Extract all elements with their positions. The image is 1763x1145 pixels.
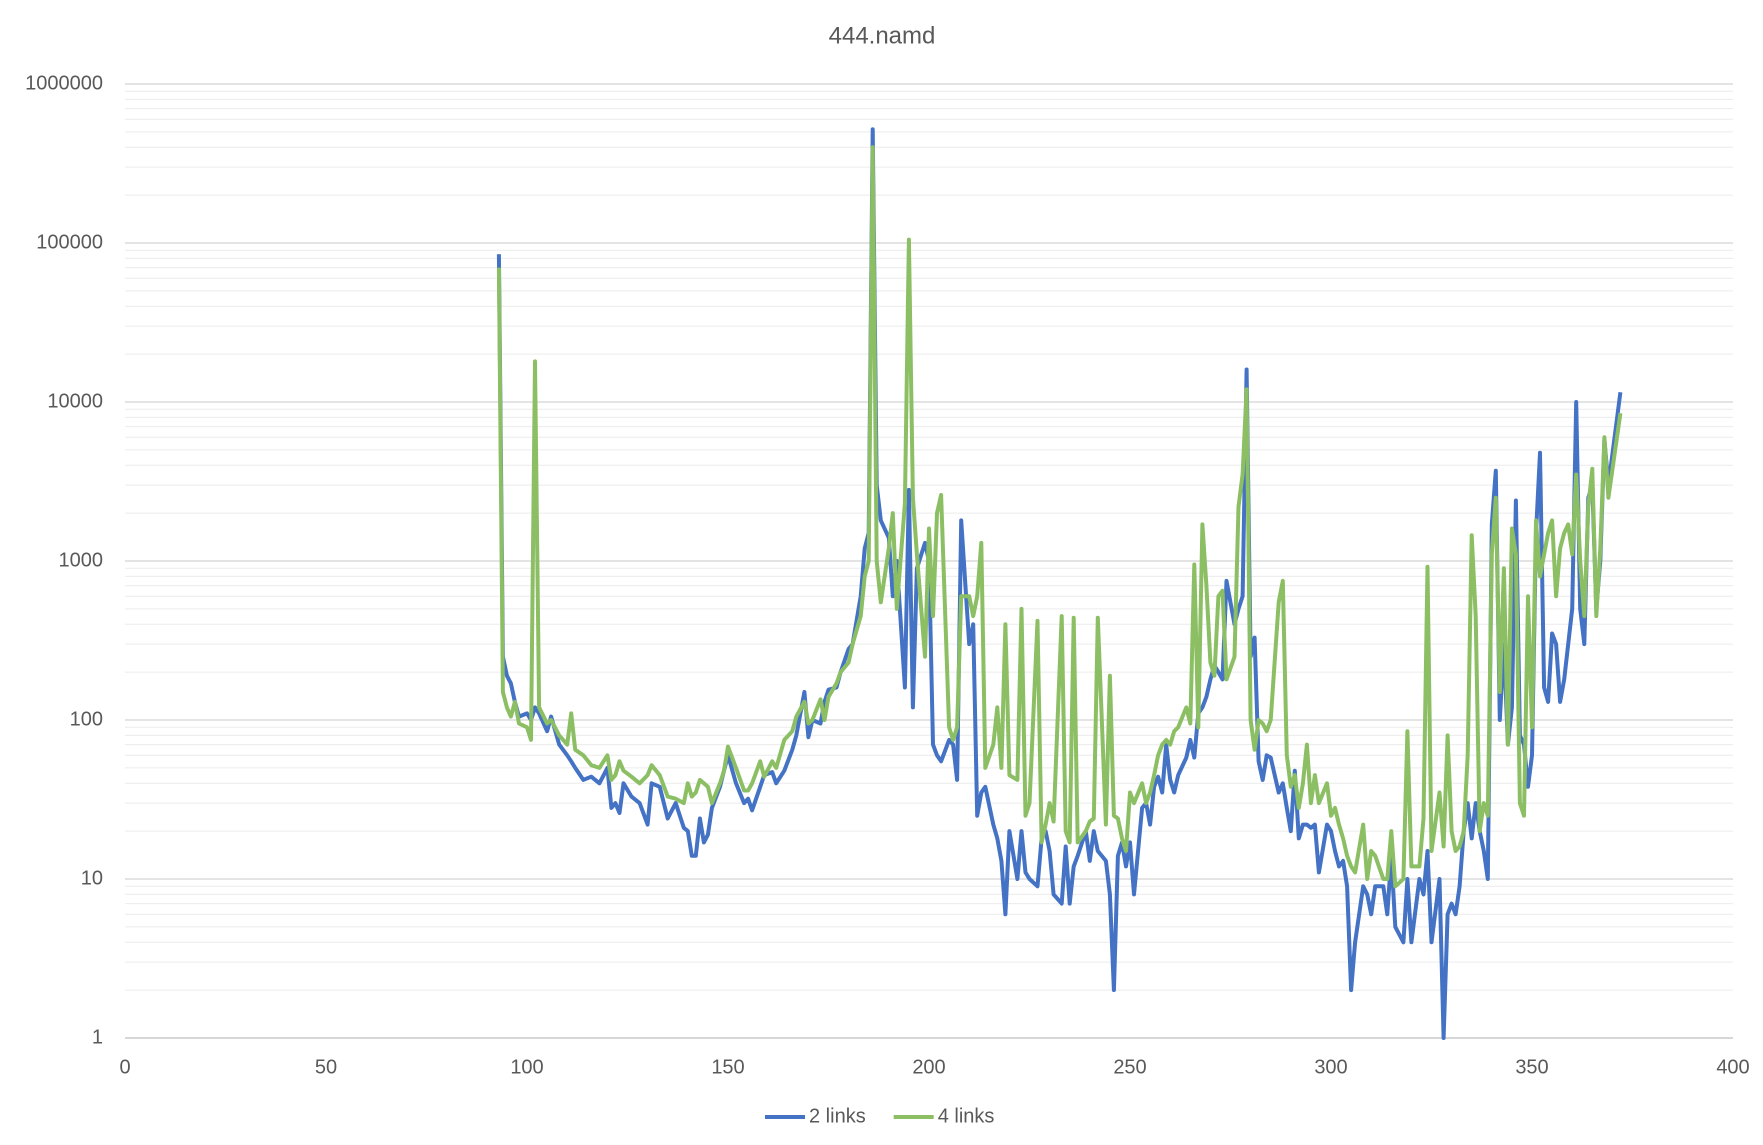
legend-label: 2 links [809, 1105, 866, 1127]
x-tick-label: 150 [711, 1056, 744, 1078]
x-tick-label: 200 [912, 1056, 945, 1078]
series-line [496, 145, 1623, 889]
y-tick-label: 10 [81, 867, 103, 889]
x-tick-label: 400 [1716, 1056, 1749, 1078]
x-tick-label: 250 [1113, 1056, 1146, 1078]
legend-label: 4 links [938, 1105, 995, 1127]
x-tick-label: 0 [119, 1056, 130, 1078]
y-tick-label: 1000000 [25, 72, 103, 94]
y-tick-label: 10000 [47, 390, 103, 412]
y-tick-label: 100 [70, 708, 103, 730]
y-tick-label: 1 [92, 1026, 103, 1048]
x-tick-label: 350 [1515, 1056, 1548, 1078]
y-tick-label: 100000 [36, 231, 103, 253]
x-tick-label: 100 [510, 1056, 543, 1078]
y-tick-label: 1000 [59, 549, 104, 571]
x-tick-label: 50 [315, 1056, 337, 1078]
x-tick-label: 300 [1314, 1056, 1347, 1078]
chart-title: 444.namd [829, 22, 936, 49]
